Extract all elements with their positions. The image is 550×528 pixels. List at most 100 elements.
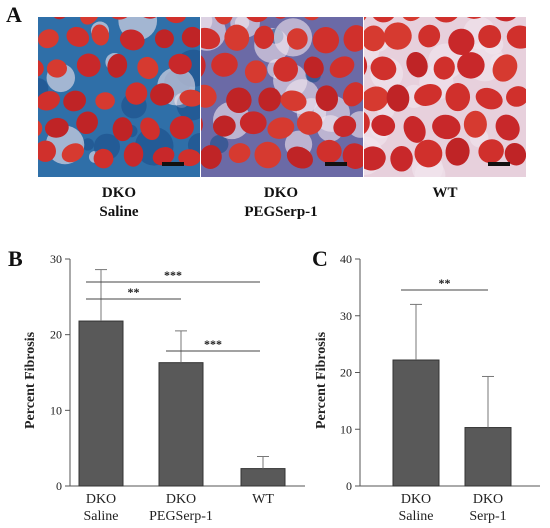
muscle-fiber (333, 115, 357, 137)
muscle-fiber (140, 117, 160, 141)
caption-line: Saline (99, 204, 139, 220)
muscle-fiber (61, 143, 85, 163)
panel-b-letter: B (8, 246, 23, 271)
muscle-fiber (445, 137, 470, 166)
muscle-fiber (312, 26, 340, 54)
muscle-fiber (38, 29, 59, 49)
muscle-fiber (93, 148, 114, 169)
significance-label: *** (164, 268, 182, 282)
category-label: Saline (84, 509, 119, 524)
muscle-fiber (168, 53, 192, 75)
muscle-fiber (273, 56, 298, 82)
muscle-fiber (315, 85, 339, 112)
muscle-fiber (119, 29, 145, 51)
muscle-fiber (492, 54, 518, 82)
muscle-fiber (286, 28, 308, 50)
muscle-fiber (383, 22, 412, 50)
muscle-fiber (414, 84, 442, 106)
muscle-fiber (495, 114, 520, 141)
muscle-fiber (432, 114, 461, 140)
muscle-fiber (112, 117, 133, 142)
muscle-fiber (253, 25, 275, 49)
bar (240, 468, 286, 487)
muscle-fiber (371, 114, 396, 136)
y-tick-label: 30 (340, 309, 352, 323)
muscle-fiber (239, 111, 267, 135)
muscle-fiber (44, 117, 69, 138)
muscle-fiber (403, 115, 426, 143)
muscle-fiber (418, 24, 441, 48)
caption-dko-saline: DKO Saline (69, 184, 169, 222)
muscle-fiber (154, 29, 174, 49)
muscle-fiber (201, 84, 217, 108)
category-label: DKO (401, 492, 431, 507)
muscle-fiber (414, 139, 443, 168)
micrograph-dko-pegserp1 (201, 17, 363, 177)
muscle-fiber (179, 89, 200, 107)
bar (392, 359, 440, 487)
category-label: PEGSerp-1 (149, 509, 213, 524)
scale-bar (325, 162, 347, 166)
muscle-fiber (164, 17, 187, 24)
caption-line: WT (432, 185, 458, 201)
bar (78, 320, 124, 487)
muscle-fiber (433, 56, 455, 80)
muscle-fiber (386, 84, 410, 112)
muscle-fiber (212, 115, 236, 137)
muscle-fiber (150, 83, 175, 106)
muscle-fiber (152, 147, 175, 166)
panel-a-letter: A (6, 2, 22, 27)
bar (464, 427, 512, 487)
significance-label: ** (439, 276, 451, 290)
muscle-fiber (211, 52, 238, 77)
category-label: DKO (86, 492, 116, 507)
muscle-fiber (445, 83, 471, 112)
category-label: WT (252, 492, 274, 507)
category-label: Serp-1 (469, 509, 506, 524)
muscle-fiber (258, 87, 282, 112)
y-tick-label: 0 (56, 479, 62, 493)
muscle-fiber (343, 25, 363, 52)
muscle-fiber (506, 25, 526, 49)
significance-label: ** (128, 285, 140, 299)
muscle-fiber (475, 87, 503, 110)
muscle-fiber (316, 139, 342, 163)
muscle-fiber (244, 60, 267, 84)
muscle-fiber (123, 142, 144, 167)
muscle-fiber (406, 51, 428, 78)
y-tick-label: 30 (50, 252, 62, 266)
y-tick-label: 40 (340, 252, 352, 266)
micrograph-wt (364, 17, 526, 177)
muscle-fiber (286, 146, 313, 169)
y-tick-label: 0 (346, 479, 352, 493)
muscle-fiber (38, 140, 56, 162)
muscle-fiber (364, 146, 386, 171)
muscle-fiber (137, 56, 159, 80)
panel-c-letter: C (312, 246, 328, 271)
caption-line: PEGSerp-1 (244, 204, 318, 220)
muscle-fiber (181, 26, 200, 48)
muscle-fiber (463, 110, 487, 138)
muscle-fiber (226, 87, 252, 113)
muscle-fiber (364, 86, 389, 112)
muscle-fiber (76, 111, 98, 135)
y-axis-label: Percent Fibrosis (314, 331, 329, 429)
significance-label: *** (204, 337, 222, 351)
muscle-fiber (95, 92, 115, 110)
category-label: Saline (399, 509, 434, 524)
caption-dko-pegserp1: DKO PEGSerp-1 (216, 184, 346, 222)
muscle-fiber (169, 115, 194, 140)
muscle-fiber (66, 26, 90, 47)
muscle-fiber (46, 59, 67, 78)
category-label: DKO (166, 492, 196, 507)
muscle-fiber (201, 27, 221, 50)
caption-wt: WT (395, 184, 495, 203)
muscle-fiber (448, 28, 475, 55)
muscle-fiber (390, 145, 413, 172)
muscle-fiber (504, 142, 526, 166)
muscle-fiber (280, 90, 307, 112)
muscle-fiber (63, 90, 87, 112)
muscle-fiber (224, 24, 250, 51)
y-tick-label: 10 (50, 403, 62, 417)
category-label: DKO (473, 492, 503, 507)
